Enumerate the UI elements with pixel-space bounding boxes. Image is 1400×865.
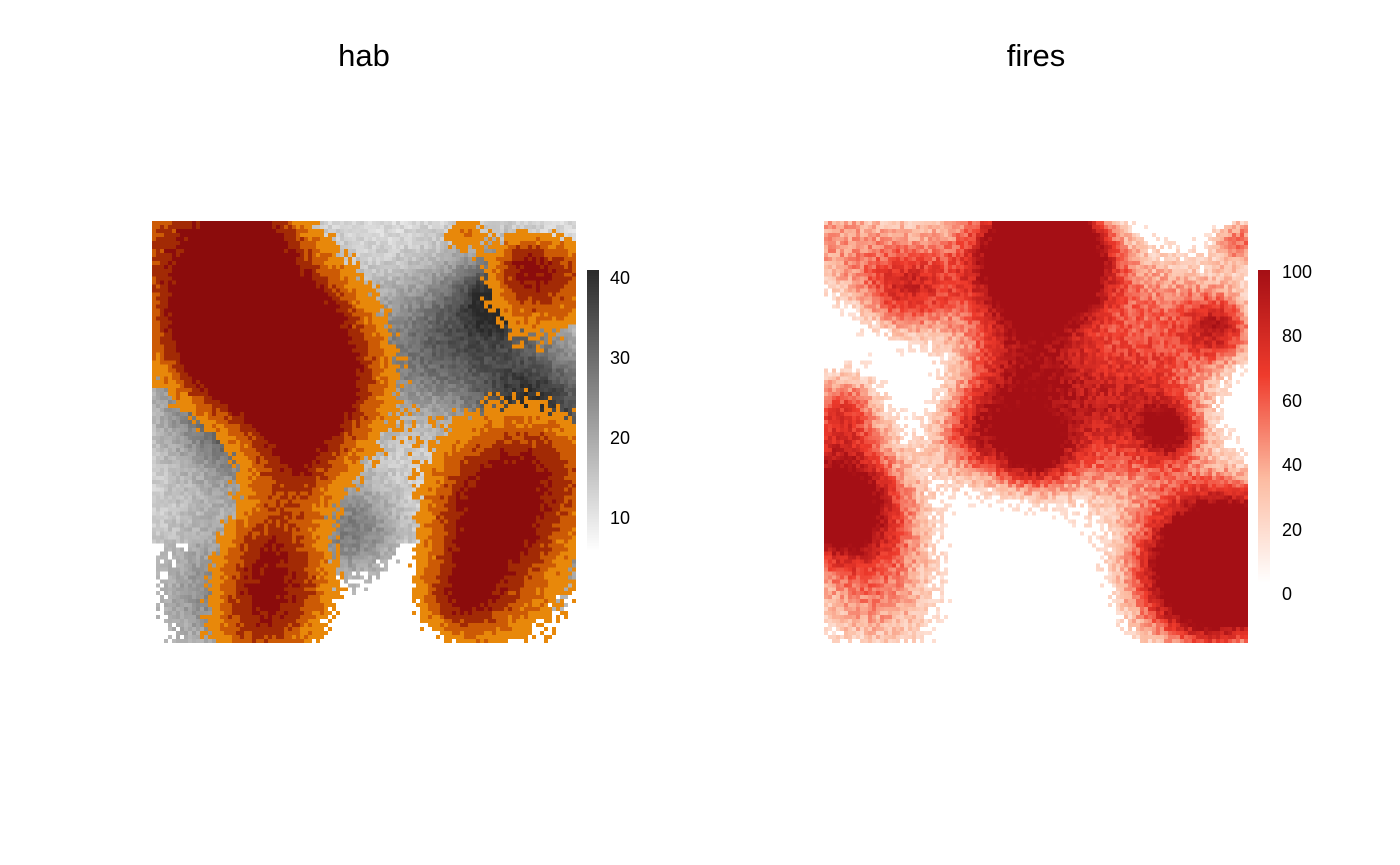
hab-raster-map [152,221,576,643]
fires-raster-map [824,221,1248,643]
fires-colorbar-tick: 20 [1282,519,1303,540]
fires-colorbar-tick: 0 [1282,584,1293,604]
chart-title-fires: fires [1006,38,1066,73]
hab-colorbar-tick: 40 [610,268,631,288]
fires-colorbar-tick: 80 [1282,326,1303,347]
hab-colorbar-tick: 30 [610,348,631,368]
chart-title-hab: hab [338,38,390,73]
hab-colorbar-tick: 20 [610,428,631,448]
fires-colorbar-tick: 60 [1282,390,1303,411]
fires-colorbar-tick: 40 [1282,455,1303,476]
hab-colorbar-tick: 10 [610,508,631,528]
fires-colorbar-tick: 100 [1282,262,1313,282]
fires-colorbar [1258,270,1270,582]
hab-colorbar [587,270,599,550]
